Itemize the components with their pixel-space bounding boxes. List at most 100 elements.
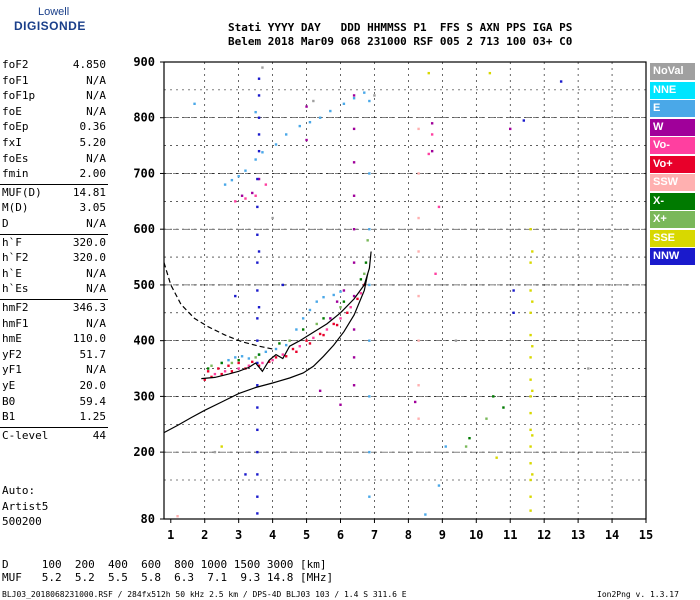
y-tick-label: 600	[133, 222, 155, 236]
data-point-e	[254, 110, 257, 114]
data-point-x-	[364, 261, 368, 264]
param-label: B0	[2, 394, 16, 408]
data-point-nnw	[256, 384, 259, 387]
data-point-vo-	[213, 372, 217, 376]
param-label: C-level	[2, 428, 49, 442]
data-point-e	[368, 283, 371, 287]
param-value: 44	[92, 428, 106, 442]
data-point-ssw	[417, 384, 420, 387]
param-label: fmin	[2, 167, 29, 181]
data-point-nnw	[257, 250, 261, 253]
param-separator	[0, 299, 108, 300]
param-value: N/A	[86, 73, 106, 87]
param-label: yF1	[2, 363, 22, 377]
data-point-w	[352, 161, 356, 164]
data-point-vo-	[217, 367, 220, 370]
data-point-sse	[531, 473, 534, 476]
data-point-vo-	[335, 323, 339, 327]
data-point-x-	[502, 406, 505, 409]
data-point-nnw	[257, 133, 261, 136]
data-point-nnw	[512, 311, 515, 314]
data-point-x-	[220, 361, 223, 365]
param-value: 4.850	[72, 58, 106, 71]
data-point-w	[352, 294, 356, 298]
digisonde-logo: DIGISONDE	[14, 19, 86, 33]
x-tick-label: 7	[371, 528, 378, 542]
x-tick-label: 13	[571, 528, 585, 542]
data-point-vo-	[274, 356, 278, 359]
auto-scaling-line3: 500200	[2, 515, 42, 528]
data-point-x-	[342, 300, 346, 303]
data-point-noval	[261, 66, 264, 69]
param-row: yF1 N/A	[2, 363, 106, 376]
data-point-vo-	[305, 339, 308, 342]
param-value: N/A	[86, 282, 106, 296]
param-separator	[0, 426, 108, 428]
data-point-w	[305, 105, 308, 108]
data-point-nnw	[257, 306, 261, 309]
parameter-panel: foF2 4.850 foF1 N/A foF1p N/A foE N/A foEp 0.36 fx…	[0, 0, 110, 540]
logo-top-text: Lowell	[38, 6, 70, 18]
data-point-nnw	[256, 495, 259, 498]
data-point-nnw	[257, 116, 261, 119]
param-row: yE 20.0	[2, 379, 106, 392]
data-point-x-	[464, 445, 468, 448]
data-point-vo-	[430, 133, 434, 136]
param-label: M(D)	[2, 201, 29, 215]
data-point-vo-	[220, 372, 223, 376]
x-tick-label: 14	[605, 528, 619, 542]
data-point-ssw	[417, 216, 420, 220]
data-point-w	[251, 191, 254, 195]
data-point-e	[342, 102, 346, 105]
param-row: hmE 110.0	[2, 332, 106, 345]
param-label: foF1	[2, 73, 29, 87]
legend-item: X+	[650, 211, 695, 228]
data-point-w	[240, 194, 244, 197]
param-label: h`Es	[2, 282, 29, 296]
param-row: hmF2 346.3	[2, 301, 106, 314]
data-point-e	[308, 308, 312, 312]
data-point-vo-	[268, 360, 271, 364]
data-point-sse	[427, 71, 430, 75]
data-point-vo-	[284, 355, 288, 358]
data-point-sse	[495, 456, 498, 459]
param-row: h`F2 320.0	[2, 251, 106, 264]
data-point-noval	[213, 450, 217, 454]
data-point-w	[509, 127, 512, 131]
data-point-vo-	[271, 358, 274, 362]
data-point-e	[264, 350, 268, 354]
data-point-w	[305, 138, 308, 142]
param-value: N/A	[86, 151, 106, 165]
data-point-vo-	[349, 306, 352, 309]
data-point-x-	[257, 353, 261, 356]
param-label: yF2	[2, 347, 22, 361]
data-point-w	[339, 403, 342, 406]
param-row: hmF1 N/A	[2, 317, 106, 330]
data-point-nnw	[257, 94, 261, 97]
param-value: 320.0	[72, 235, 106, 249]
data-point-sse	[529, 333, 532, 337]
param-label: B1	[2, 410, 16, 424]
data-point-vo-	[244, 197, 247, 200]
data-point-sse	[529, 378, 532, 381]
param-label: hmF1	[2, 316, 29, 330]
data-point-w	[352, 384, 356, 387]
x-tick-label: 11	[503, 528, 517, 542]
param-row: yF2 51.7	[2, 348, 106, 361]
data-point-vo-	[247, 364, 251, 367]
param-value: 1.25	[79, 410, 107, 424]
data-point-noval	[312, 99, 315, 103]
data-point-x-	[366, 239, 369, 242]
data-point-vo-	[257, 364, 261, 367]
param-row: foF1p N/A	[2, 89, 106, 102]
data-point-nnw	[256, 205, 259, 209]
data-point-nnw	[281, 283, 285, 287]
footer-version: Ion2Png v. 1.3.17	[597, 590, 679, 599]
legend-item: SSE	[650, 229, 695, 247]
param-label: foF2	[2, 58, 29, 71]
data-point-nnw	[256, 450, 259, 454]
param-row: foEp 0.36	[2, 120, 106, 133]
data-point-nnw	[244, 473, 247, 476]
data-point-nnw	[256, 339, 259, 342]
data-point-x-	[288, 339, 291, 342]
